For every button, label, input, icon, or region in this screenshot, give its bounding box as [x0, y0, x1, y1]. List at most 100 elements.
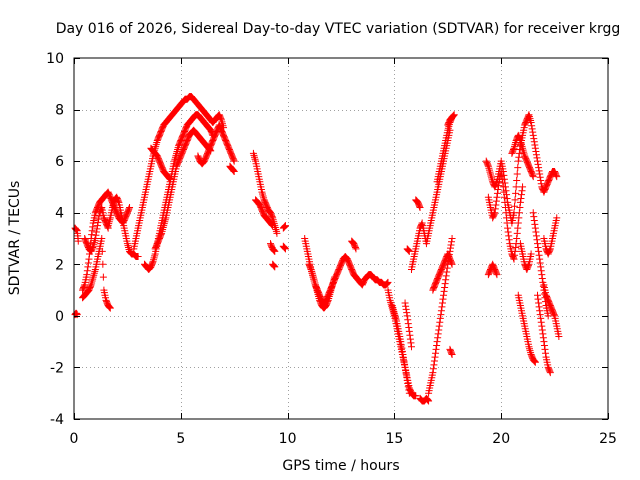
data-point: [268, 220, 276, 228]
data-point: [518, 187, 526, 195]
data-point: [405, 247, 413, 255]
y-tick-label: 10: [46, 51, 64, 67]
data-point: [447, 241, 455, 249]
data-point: [529, 131, 537, 139]
data-point: [546, 367, 554, 375]
data-point: [268, 213, 276, 221]
data-point: [429, 369, 437, 377]
data-point: [505, 236, 513, 244]
data-point: [402, 305, 410, 313]
data-point: [399, 354, 407, 362]
data-point: [535, 299, 543, 307]
data-point: [448, 349, 456, 357]
x-tick-label: 10: [279, 431, 297, 447]
data-point: [443, 268, 451, 276]
data-point: [498, 171, 506, 179]
data-point: [97, 205, 105, 213]
data-point: [504, 228, 512, 236]
data-point: [542, 349, 550, 357]
data-point: [397, 341, 405, 349]
data-point: [530, 216, 538, 224]
data-point: [505, 232, 513, 240]
data-point: [546, 246, 554, 254]
data-point: [125, 205, 133, 213]
data-point: [491, 209, 499, 217]
data-point: [229, 166, 237, 174]
data-point: [503, 214, 511, 222]
data-point: [550, 311, 558, 319]
data-point: [173, 147, 181, 155]
data-point: [537, 263, 545, 271]
data-point: [499, 183, 507, 191]
grid-lines: [74, 58, 608, 419]
y-tick-label: 2: [55, 257, 64, 273]
data-point: [89, 273, 97, 281]
data-point: [448, 260, 456, 268]
data-point: [424, 396, 432, 404]
data-point: [95, 215, 103, 223]
data-point: [90, 271, 98, 279]
data-point: [448, 259, 456, 267]
data-point: [552, 171, 560, 179]
data-point: [536, 311, 544, 319]
data-point: [442, 276, 450, 284]
data-point: [310, 277, 318, 285]
data-point: [273, 229, 281, 237]
data-point: [89, 223, 97, 231]
data-point: [529, 171, 537, 179]
data-point: [308, 269, 316, 277]
data-point: [535, 251, 543, 259]
data-point: [407, 343, 415, 351]
data-point: [440, 291, 448, 299]
data-point: [537, 180, 545, 188]
data-point: [534, 244, 542, 252]
data-point: [513, 229, 521, 237]
data-point: [555, 332, 563, 340]
data-point: [524, 262, 532, 270]
data-point: [536, 173, 544, 181]
data-point: [538, 322, 546, 330]
data-point: [404, 383, 412, 391]
data-point: [536, 259, 544, 267]
data-point: [448, 238, 456, 246]
plot-frame: [73, 57, 609, 420]
data-point: [448, 235, 456, 242]
data-point: [310, 275, 318, 283]
data-point: [165, 174, 173, 182]
data-point: [449, 112, 457, 120]
data-point: [280, 224, 288, 232]
data-point: [250, 153, 258, 161]
data-point: [412, 392, 420, 400]
data-point: [514, 224, 522, 232]
data-point: [405, 323, 413, 331]
data-point: [324, 298, 332, 306]
data-point: [532, 228, 540, 236]
data-point: [530, 213, 538, 221]
y-axis-label: SDTVAR / TECUs: [7, 181, 23, 296]
data-point: [511, 140, 519, 148]
data-point: [399, 351, 407, 359]
data-point: [544, 312, 552, 320]
data-point: [437, 307, 445, 315]
data-point: [537, 314, 545, 322]
data-points: [71, 93, 563, 405]
data-point: [534, 240, 542, 248]
data-point: [535, 167, 543, 175]
data-point: [352, 245, 360, 253]
data-point: [430, 357, 438, 365]
data-point: [230, 167, 238, 175]
data-point: [514, 219, 522, 227]
data-point: [492, 201, 500, 209]
data-point: [531, 224, 539, 232]
data-point: [269, 222, 277, 230]
data-point: [99, 260, 107, 268]
data-point: [104, 223, 112, 231]
data-point: [383, 280, 391, 288]
data-point: [533, 154, 541, 162]
data-point: [536, 170, 544, 178]
data-point: [434, 330, 442, 338]
data-point: [406, 335, 414, 343]
data-point: [280, 244, 288, 252]
data-point: [92, 228, 100, 236]
data-point: [527, 250, 535, 258]
